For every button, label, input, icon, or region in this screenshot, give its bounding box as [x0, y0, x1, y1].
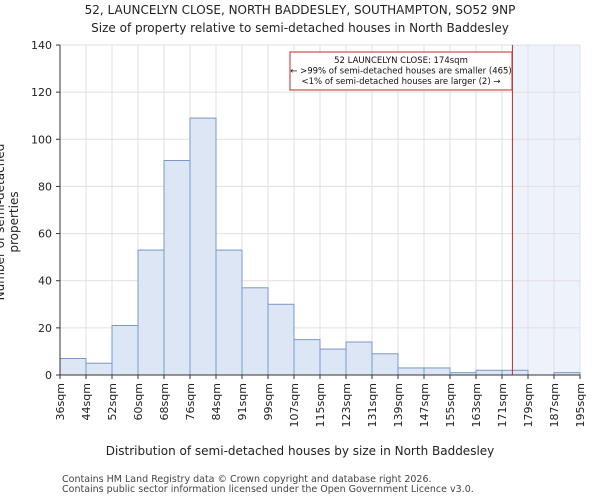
x-tick-label: 44sqm	[80, 383, 93, 420]
footer-copyright: Contains HM Land Registry data © Crown c…	[62, 474, 432, 485]
histogram-bar	[163, 160, 191, 376]
histogram-bar	[319, 348, 347, 376]
x-tick-label: 68sqm	[158, 383, 171, 420]
chart-title: Size of property relative to semi-detach…	[91, 21, 509, 35]
x-tick-label: 187sqm	[548, 383, 561, 427]
y-tick-label: 0	[45, 369, 52, 382]
x-tick-label: 195sqm	[574, 383, 587, 427]
histogram-bar	[293, 339, 321, 376]
x-tick-label: 163sqm	[470, 383, 483, 427]
x-tick-label: 171sqm	[496, 383, 509, 427]
y-tick-label: 80	[38, 180, 52, 193]
histogram-bar	[189, 117, 217, 376]
larger-region-highlight	[512, 45, 580, 375]
annotation-line: <1% of semi-detached houses are larger (…	[302, 77, 501, 87]
chart-title-address: 52, LAUNCELYN CLOSE, NORTH BADDESLEY, SO…	[84, 3, 516, 17]
x-tick-label: 139sqm	[392, 383, 405, 427]
x-tick-label: 99sqm	[262, 383, 275, 420]
y-tick-label: 140	[31, 39, 52, 52]
annotation-line: ← >99% of semi-detached houses are small…	[290, 67, 512, 77]
y-tick-label: 100	[31, 133, 52, 146]
y-tick-label: 60	[38, 228, 52, 241]
histogram-bar	[59, 358, 87, 376]
footer-licence: Contains public sector information licen…	[62, 484, 474, 495]
histogram-bar	[475, 369, 503, 376]
x-tick-label: 36sqm	[54, 383, 67, 420]
histogram-bar	[111, 325, 139, 376]
histogram-bar	[371, 353, 399, 376]
histogram-bar	[397, 367, 425, 376]
annotation-line: 52 LAUNCELYN CLOSE: 174sqm	[334, 56, 468, 66]
y-tick-label: 40	[38, 275, 52, 288]
x-tick-label: 115sqm	[314, 383, 327, 427]
x-tick-label: 179sqm	[522, 383, 535, 427]
x-axis-label: Distribution of semi-detached houses by …	[105, 444, 495, 458]
histogram-bar	[501, 369, 529, 376]
x-tick-label: 155sqm	[444, 383, 457, 427]
x-tick-label: 84sqm	[210, 383, 223, 420]
x-tick-label: 107sqm	[288, 383, 301, 427]
histogram-bar	[345, 341, 373, 376]
x-tick-label: 76sqm	[184, 383, 197, 420]
annotation-box	[289, 51, 513, 91]
x-tick-label: 131sqm	[366, 383, 379, 427]
histogram-bar	[85, 362, 113, 376]
x-tick-label: 91sqm	[236, 383, 249, 420]
x-tick-label: 123sqm	[340, 383, 353, 427]
histogram-bar	[241, 287, 269, 376]
histogram-bar	[215, 249, 243, 376]
y-tick-label: 20	[38, 322, 52, 335]
x-tick-label: 52sqm	[106, 383, 119, 420]
histogram-bar	[423, 367, 451, 376]
x-tick-label: 147sqm	[418, 383, 431, 427]
histogram-bar	[267, 303, 295, 376]
y-tick-label: 120	[31, 86, 52, 99]
x-tick-label: 60sqm	[132, 383, 145, 420]
histogram-bar	[137, 249, 165, 376]
